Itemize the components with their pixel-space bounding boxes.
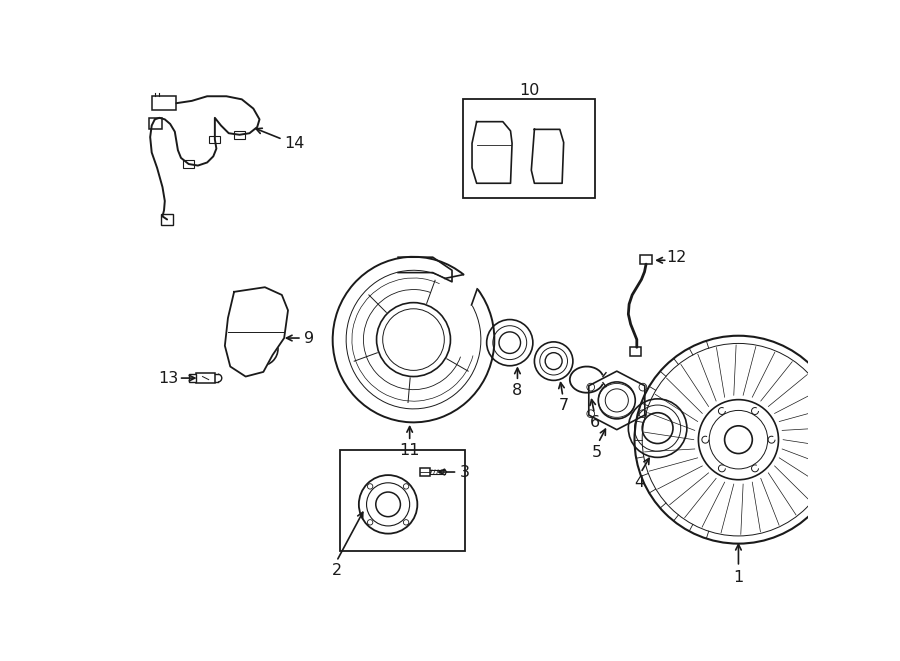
- Polygon shape: [472, 122, 512, 183]
- Text: 13: 13: [158, 371, 179, 385]
- Bar: [210, 136, 220, 143]
- Bar: [340, 450, 465, 551]
- Text: 9: 9: [304, 330, 315, 346]
- Text: 3: 3: [460, 465, 470, 479]
- Text: 8: 8: [512, 383, 523, 398]
- Text: 12: 12: [667, 251, 687, 266]
- Bar: [161, 214, 174, 225]
- Polygon shape: [225, 288, 288, 377]
- Bar: [184, 160, 194, 168]
- Text: 5: 5: [591, 444, 602, 459]
- Text: 14: 14: [284, 137, 305, 151]
- Bar: [234, 131, 245, 139]
- Text: 2: 2: [331, 563, 342, 578]
- Bar: [640, 255, 652, 264]
- Bar: [152, 97, 176, 110]
- Text: 10: 10: [518, 83, 539, 98]
- Polygon shape: [531, 130, 563, 183]
- Bar: [148, 118, 163, 129]
- Bar: [196, 373, 215, 383]
- Text: 11: 11: [400, 443, 420, 458]
- Bar: [630, 346, 641, 356]
- Text: 6: 6: [590, 415, 599, 430]
- Bar: [463, 99, 595, 198]
- Text: 7: 7: [559, 399, 569, 413]
- Bar: [419, 468, 430, 476]
- Text: 4: 4: [634, 475, 644, 490]
- Bar: [189, 374, 196, 382]
- Text: 1: 1: [734, 570, 743, 585]
